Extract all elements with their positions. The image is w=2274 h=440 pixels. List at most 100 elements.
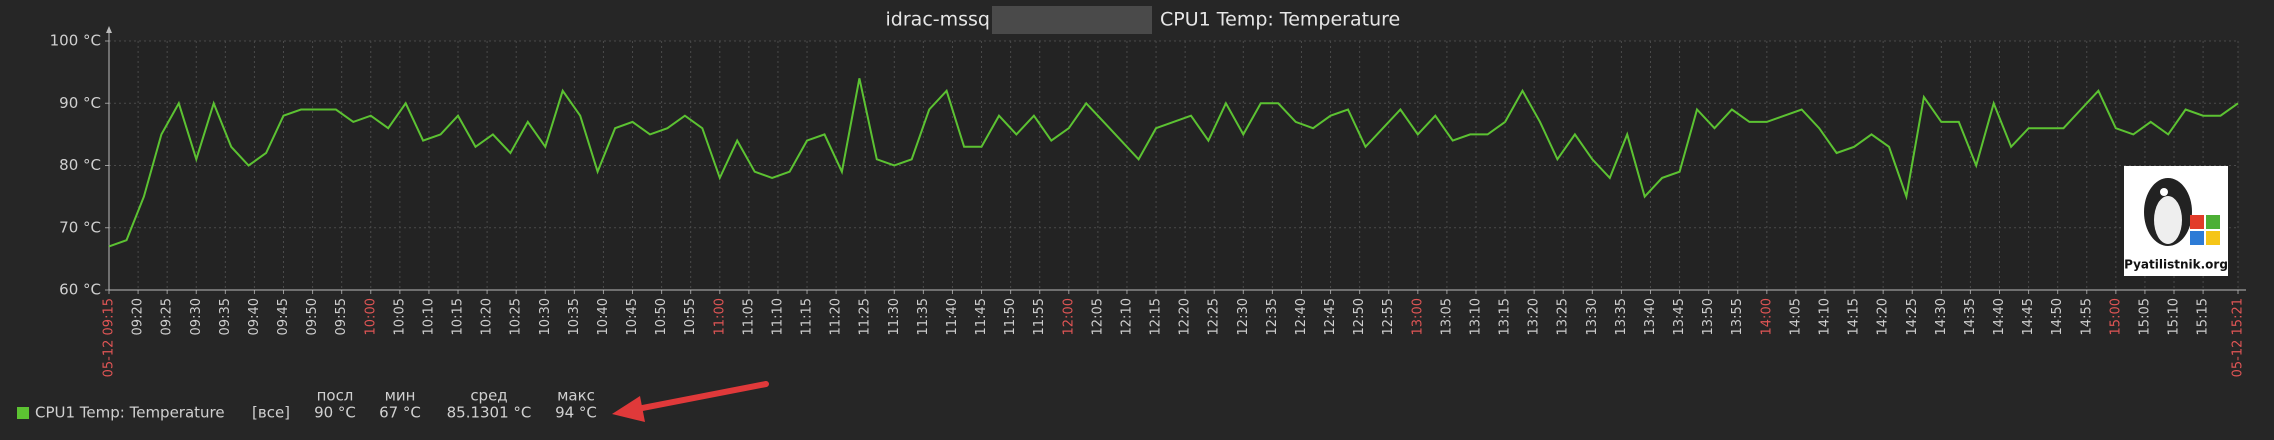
x-tick-label: 14:10 [1817,298,1832,335]
chart-title: idrac-mssq [886,9,990,31]
x-tick-label: 13:30 [1585,298,1600,335]
arrow [612,381,769,422]
x-tick-label: 14:00 [1759,298,1774,335]
x-tick-label: 10:40 [596,298,611,335]
x-tick-label: 05-12 09:15 [102,298,117,377]
x-tick-label: 15:15 [2196,298,2211,335]
legend-filter: [все] [252,404,290,422]
x-tick-label: 12:40 [1294,298,1309,335]
x-tick-label: 11:10 [770,298,785,335]
x-tick-label: 13:10 [1468,298,1483,335]
x-tick-label: 12:30 [1236,298,1251,335]
x-tick-label: 13:20 [1527,298,1542,335]
logo-flag [2190,231,2204,245]
x-tick-label: 11:50 [1003,298,1018,335]
x-tick-label: 14:55 [2079,298,2094,335]
x-tick-label: 10:10 [421,298,436,335]
x-tick-label: 11:15 [800,298,815,335]
chart-title: CPU1 Temp: Temperature [1160,9,1400,31]
y-tick-label: 100 °C [50,32,101,50]
x-tick-label: 09:45 [276,298,291,335]
x-tick-label: 11:25 [858,298,873,335]
x-tick-label: 09:55 [334,298,349,335]
x-tick-label: 13:35 [1614,298,1629,335]
x-tick-label: 09:20 [131,298,146,335]
x-tick-label: 11:05 [741,298,756,335]
x-tick-label: 14:40 [1992,298,2007,335]
x-tick-label: 14:15 [1847,298,1862,335]
x-tick-label: 14:25 [1905,298,1920,335]
x-tick-label: 14:50 [2050,298,2065,335]
x-tick-label: 13:05 [1439,298,1454,335]
x-tick-label: 12:50 [1352,298,1367,335]
x-tick-label: 14:45 [2021,298,2036,335]
x-tick-label: 15:05 [2137,298,2152,335]
x-tick-label: 14:30 [1934,298,1949,335]
x-tick-label: 10:00 [363,298,378,335]
x-tick-label: 11:55 [1032,298,1047,335]
x-tick-label: 14:20 [1876,298,1891,335]
x-tick-label: 12:05 [1090,298,1105,335]
x-tick-label: 10:30 [538,298,553,335]
x-tick-label: 10:05 [392,298,407,335]
y-axis-arrow [106,26,112,33]
logo-flag [2206,231,2220,245]
x-tick-label: 15:10 [2167,298,2182,335]
x-tick-label: 13:55 [1730,298,1745,335]
x-tick-label: 10:15 [451,298,466,335]
x-tick-label: 09:25 [160,298,175,335]
x-tick-label: 13:50 [1701,298,1716,335]
legend-header: сред [470,387,507,405]
x-tick-label: 05-12 15:21 [2231,298,2246,377]
x-tick-label: 14:05 [1788,298,1803,335]
y-tick-label: 60 °C [59,281,101,299]
legend-value: 67 °C [379,404,421,422]
x-tick-label: 10:55 [683,298,698,335]
x-tick-label: 10:50 [654,298,669,335]
x-tick-label: 13:45 [1672,298,1687,335]
x-tick-label: 10:35 [567,298,582,335]
x-tick-label: 09:35 [218,298,233,335]
penguin-eye [2160,188,2168,196]
x-tick-label: 09:30 [189,298,204,335]
legend-value: 94 °C [555,404,597,422]
x-tick-label: 13:00 [1410,298,1425,335]
logo-flag [2190,215,2204,229]
x-tick-label: 11:00 [712,298,727,335]
x-tick-label: 14:35 [1963,298,1978,335]
legend-value: 85.1301 °C [447,404,532,422]
redaction [992,6,1152,34]
y-tick-label: 70 °C [59,218,101,236]
x-tick-label: 12:20 [1178,298,1193,335]
x-tick-label: 10:45 [625,298,640,335]
legend-header: посл [317,387,354,405]
x-tick-label: 12:00 [1061,298,1076,335]
x-tick-label: 09:40 [247,298,262,335]
legend-value: 90 °C [314,404,356,422]
penguin-belly [2154,196,2182,244]
watermark-logo: Pyatilistnik.org [2124,166,2228,276]
x-tick-label: 15:00 [2108,298,2123,335]
x-tick-label: 13:25 [1556,298,1571,335]
y-tick-label: 80 °C [59,156,101,174]
x-tick-label: 10:20 [480,298,495,335]
x-tick-label: 11:45 [974,298,989,335]
plot-area [109,41,2238,290]
x-tick-label: 09:50 [305,298,320,335]
x-tick-label: 13:15 [1498,298,1513,335]
y-tick-label: 90 °C [59,94,101,112]
x-tick-label: 12:45 [1323,298,1338,335]
series-line [108,78,2239,248]
x-tick-label: 11:20 [829,298,844,335]
x-tick-label: 12:15 [1149,298,1164,335]
legend-label: CPU1 Temp: Temperature [35,404,225,422]
x-tick-label: 12:55 [1381,298,1396,335]
arrow-head [612,396,645,422]
x-tick-label: 11:35 [916,298,931,335]
x-tick-label: 11:30 [887,298,902,335]
logo-flag [2206,215,2220,229]
x-tick-label: 12:25 [1207,298,1222,335]
legend-header: мин [385,387,416,405]
x-tick-label: 12:10 [1119,298,1134,335]
